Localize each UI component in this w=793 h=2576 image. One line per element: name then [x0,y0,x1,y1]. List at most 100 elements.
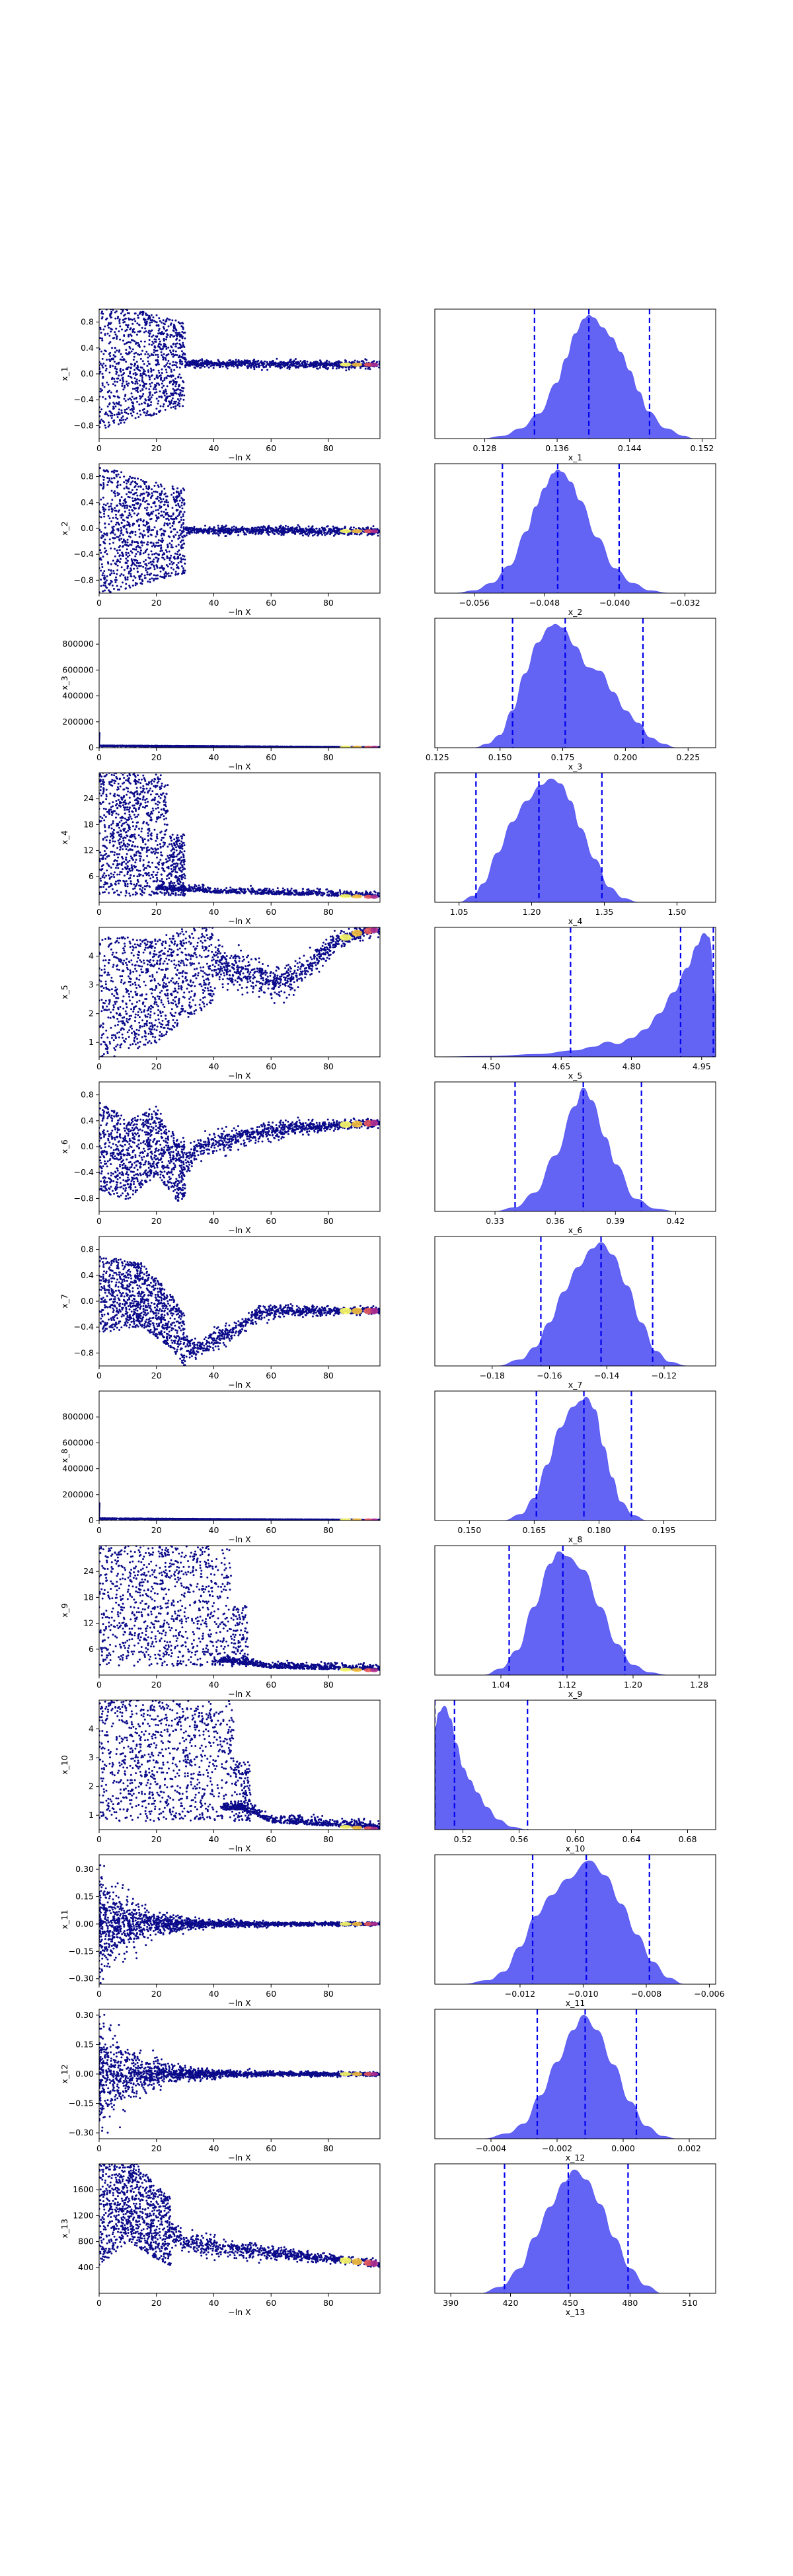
trace-point [165,338,167,341]
trace-point [119,379,122,382]
trace-point [168,318,170,321]
trace-point [151,553,154,555]
trace-point [135,546,137,549]
trace-point [166,362,169,365]
trace-point [104,398,107,400]
trace-point [135,378,138,381]
trace-point [180,394,183,397]
trace-point [102,508,104,511]
trace-point [147,414,149,416]
trace-point [182,530,185,532]
trace-point [133,408,135,410]
trace-point [143,530,145,532]
trace-point [163,553,166,555]
trace-point [158,505,161,507]
trace-point [140,582,142,585]
trace-point [141,375,143,377]
trace-point [220,362,223,364]
trace-point [159,483,162,485]
trace-point [143,507,146,509]
trace-point [147,360,149,363]
trace-point [150,517,153,520]
trace-point [173,499,176,502]
trace-point [128,524,130,526]
trace-point [183,502,186,505]
trace-point [326,359,328,362]
trace-point [143,318,145,321]
trace-point [109,313,112,315]
trace-point [191,528,194,531]
trace-point [180,557,182,559]
trace-point [176,553,178,555]
trace-point [160,498,162,501]
trace-point [176,573,179,576]
trace-point [130,335,133,337]
trace-point [178,494,181,496]
trace-point [100,516,102,519]
trace-point [134,555,137,557]
trace-point [177,375,180,378]
trace-point [122,581,124,584]
trace-point [182,569,185,572]
trace-point [295,367,297,369]
trace-point [127,544,130,547]
trace-point [161,382,163,385]
trace-point [156,497,159,500]
trace-point [140,340,142,343]
trace-point [361,360,364,363]
trace-point [186,529,189,532]
trace-point [180,530,183,532]
trace-point [103,421,105,423]
trace-point [112,525,115,528]
trace-point [138,330,141,333]
trace-point [214,528,217,531]
trace-point [104,508,107,511]
trace-point [320,530,322,532]
trace-point [142,565,145,568]
trace-point [111,328,113,331]
trace-point [170,515,173,518]
trace-point [124,501,127,504]
trace-point [139,413,142,416]
trace-point [133,340,136,343]
trace-point [131,414,133,417]
trace-point [145,374,147,376]
trace-point [155,532,158,534]
trace-point [108,395,110,398]
trace-point [133,507,136,510]
trace-point [246,362,249,365]
trace-point [135,553,137,555]
trace-point [118,411,120,413]
trace-point [128,509,131,511]
trace-point [154,340,157,343]
trace-point [174,534,177,536]
trace-point [116,475,118,478]
trace-point [109,365,112,367]
trace-point [233,365,235,368]
trace-point [145,412,148,415]
trace-point [177,495,179,498]
trace-point [195,532,198,534]
trace-point [352,365,354,368]
trace-hot-point [370,529,379,534]
trace-point [235,529,237,532]
trace-point [119,514,122,517]
trace-point [149,385,152,388]
trace-point [170,544,173,546]
trace-point [155,314,158,316]
trace-point [235,361,237,364]
trace-point [155,408,158,410]
trace-point [311,528,313,530]
trace-point [99,395,101,398]
trace-point [260,526,262,528]
trace-point [184,366,187,369]
trace-point [122,369,124,371]
trace-point [135,351,137,354]
trace-point [239,361,241,364]
trace-point [165,392,168,395]
trace-point [128,406,130,409]
trace-point [160,506,163,509]
trace-point [282,534,285,536]
trace-point [136,368,139,371]
trace-point [155,482,157,484]
